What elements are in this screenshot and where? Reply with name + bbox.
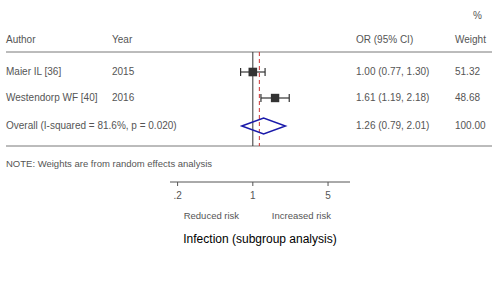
x-tick-label: 1: [250, 190, 256, 201]
column-header: Weight: [455, 34, 486, 45]
study-year: 2016: [112, 92, 135, 103]
forest-plot: % Author Year OR (95% CI) Weight Maier IL [36…: [0, 0, 500, 286]
or-label: 1.26 (0.79, 2.01): [356, 120, 429, 131]
x-label-left: Reduced risk: [184, 210, 240, 221]
column-header: OR (95% CI): [356, 34, 413, 45]
column-header: Author: [6, 34, 36, 45]
reference-line: [252, 52, 253, 146]
ci-cap: [240, 68, 241, 76]
weight-label: 48.68: [455, 92, 480, 103]
study-name: Westendorp WF [40]: [6, 92, 98, 103]
x-tick: [252, 182, 253, 186]
effect-square: [271, 94, 279, 102]
x-tick: [328, 182, 329, 186]
x-axis-title: Infection (subgroup analysis): [183, 232, 336, 246]
ci-cap: [264, 68, 265, 76]
ci-cap: [260, 94, 261, 102]
or-label: 1.61 (1.19, 2.18): [356, 92, 429, 103]
weight-unit: %: [473, 10, 482, 21]
ci-cap: [289, 94, 290, 102]
study-year: 2015: [112, 66, 135, 77]
study-name: Maier IL [36]: [6, 66, 61, 77]
x-tick-label: .2: [173, 190, 182, 201]
overall-name: Overall (I-squared = 81.6%, p = 0.020): [6, 120, 177, 131]
weight-label: 100.00: [455, 120, 486, 131]
x-tick: [177, 182, 178, 186]
x-tick-label: 5: [325, 190, 331, 201]
effect-square: [249, 68, 258, 77]
x-label-right: Increased risk: [272, 210, 331, 221]
x-axis-line: [170, 182, 350, 183]
separator: [6, 146, 492, 147]
column-header: Year: [112, 34, 133, 45]
marks: [241, 52, 290, 146]
separator: [6, 52, 492, 53]
or-label: 1.00 (0.77, 1.30): [356, 66, 429, 77]
weight-label: 51.32: [455, 66, 480, 77]
note: NOTE: Weights are from random effects an…: [6, 158, 212, 169]
overall-diamond: [242, 118, 286, 134]
